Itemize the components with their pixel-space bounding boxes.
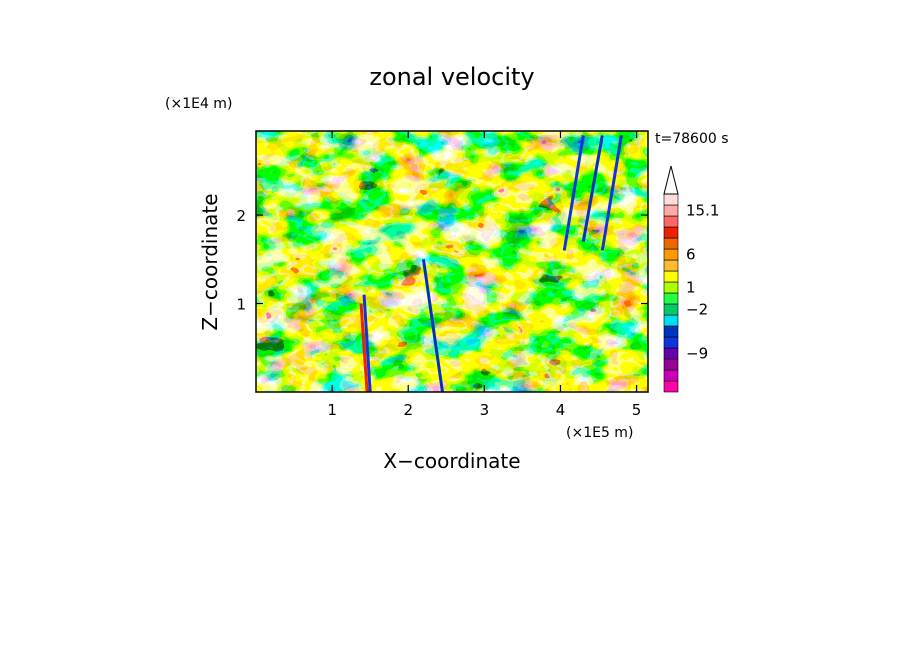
y-scale-label: (×1E4 m) (165, 96, 232, 112)
y-axis: 12 (236, 207, 648, 314)
chart-title: zonal velocity (369, 63, 534, 91)
x-axis: 1 2 3 4 5 (327, 131, 641, 419)
time-label: t=78600 s (655, 131, 729, 147)
feature-stroke-6 (600, 135, 623, 251)
feature-stroke-2 (359, 303, 369, 392)
y-axis-label: Z−coordinate (198, 193, 222, 330)
feature-stroke-5 (581, 135, 604, 242)
colorbar-level-13 (663, 248, 679, 261)
colorbar-level-1 (663, 380, 679, 393)
colorbar-label-4: −2 (686, 301, 708, 319)
colorbar-label-3: 1 (686, 279, 696, 297)
colorbar-level-12 (663, 259, 679, 272)
colorbar-label-2: 6 (686, 246, 696, 264)
colorbar-level-14 (663, 237, 679, 250)
colorbar-level-5 (663, 336, 679, 349)
colorbar-level-16 (663, 215, 679, 228)
feature-stroke-4 (562, 135, 585, 251)
colorbar-level-3 (663, 358, 679, 371)
plot-area (256, 131, 648, 392)
colorbar-level-7 (663, 314, 679, 327)
x-tick-label-4: 4 (556, 401, 566, 419)
x-tick-label-1: 1 (327, 401, 337, 419)
plot-frame (255, 130, 649, 393)
colorbar-level-2 (663, 369, 679, 382)
colorbar: 15.1 6 1 −2 −9 (663, 165, 719, 393)
x-tick-label-3: 3 (480, 401, 490, 419)
colorbar-level-6 (663, 325, 679, 338)
colorbar-level-18 (663, 193, 679, 206)
colorbar-label-5: −9 (686, 345, 708, 363)
colorbar-level-8 (663, 303, 679, 316)
feature-stroke-1 (362, 294, 372, 392)
colorbar-level-10 (663, 281, 679, 294)
heatmap-field (256, 131, 648, 392)
colorbar-level-11 (663, 270, 679, 283)
colorbar-extend-arrow (663, 165, 679, 195)
y-tick-label-2: 2 (236, 207, 246, 225)
x-tick-label-2: 2 (403, 401, 413, 419)
colorbar-level-15 (663, 226, 679, 239)
feature-stroke-3 (421, 259, 444, 392)
colorbar-level-4 (663, 347, 679, 360)
y-tick-label-1: 1 (236, 296, 246, 314)
heatmap-features (359, 135, 623, 392)
x-axis-label: X−coordinate (383, 449, 520, 473)
colorbar-label-1: 15.1 (686, 202, 719, 220)
x-scale-label: (×1E5 m) (566, 425, 633, 441)
x-tick-label-5: 5 (632, 401, 642, 419)
colorbar-level-9 (663, 292, 679, 305)
colorbar-level-17 (663, 204, 679, 217)
